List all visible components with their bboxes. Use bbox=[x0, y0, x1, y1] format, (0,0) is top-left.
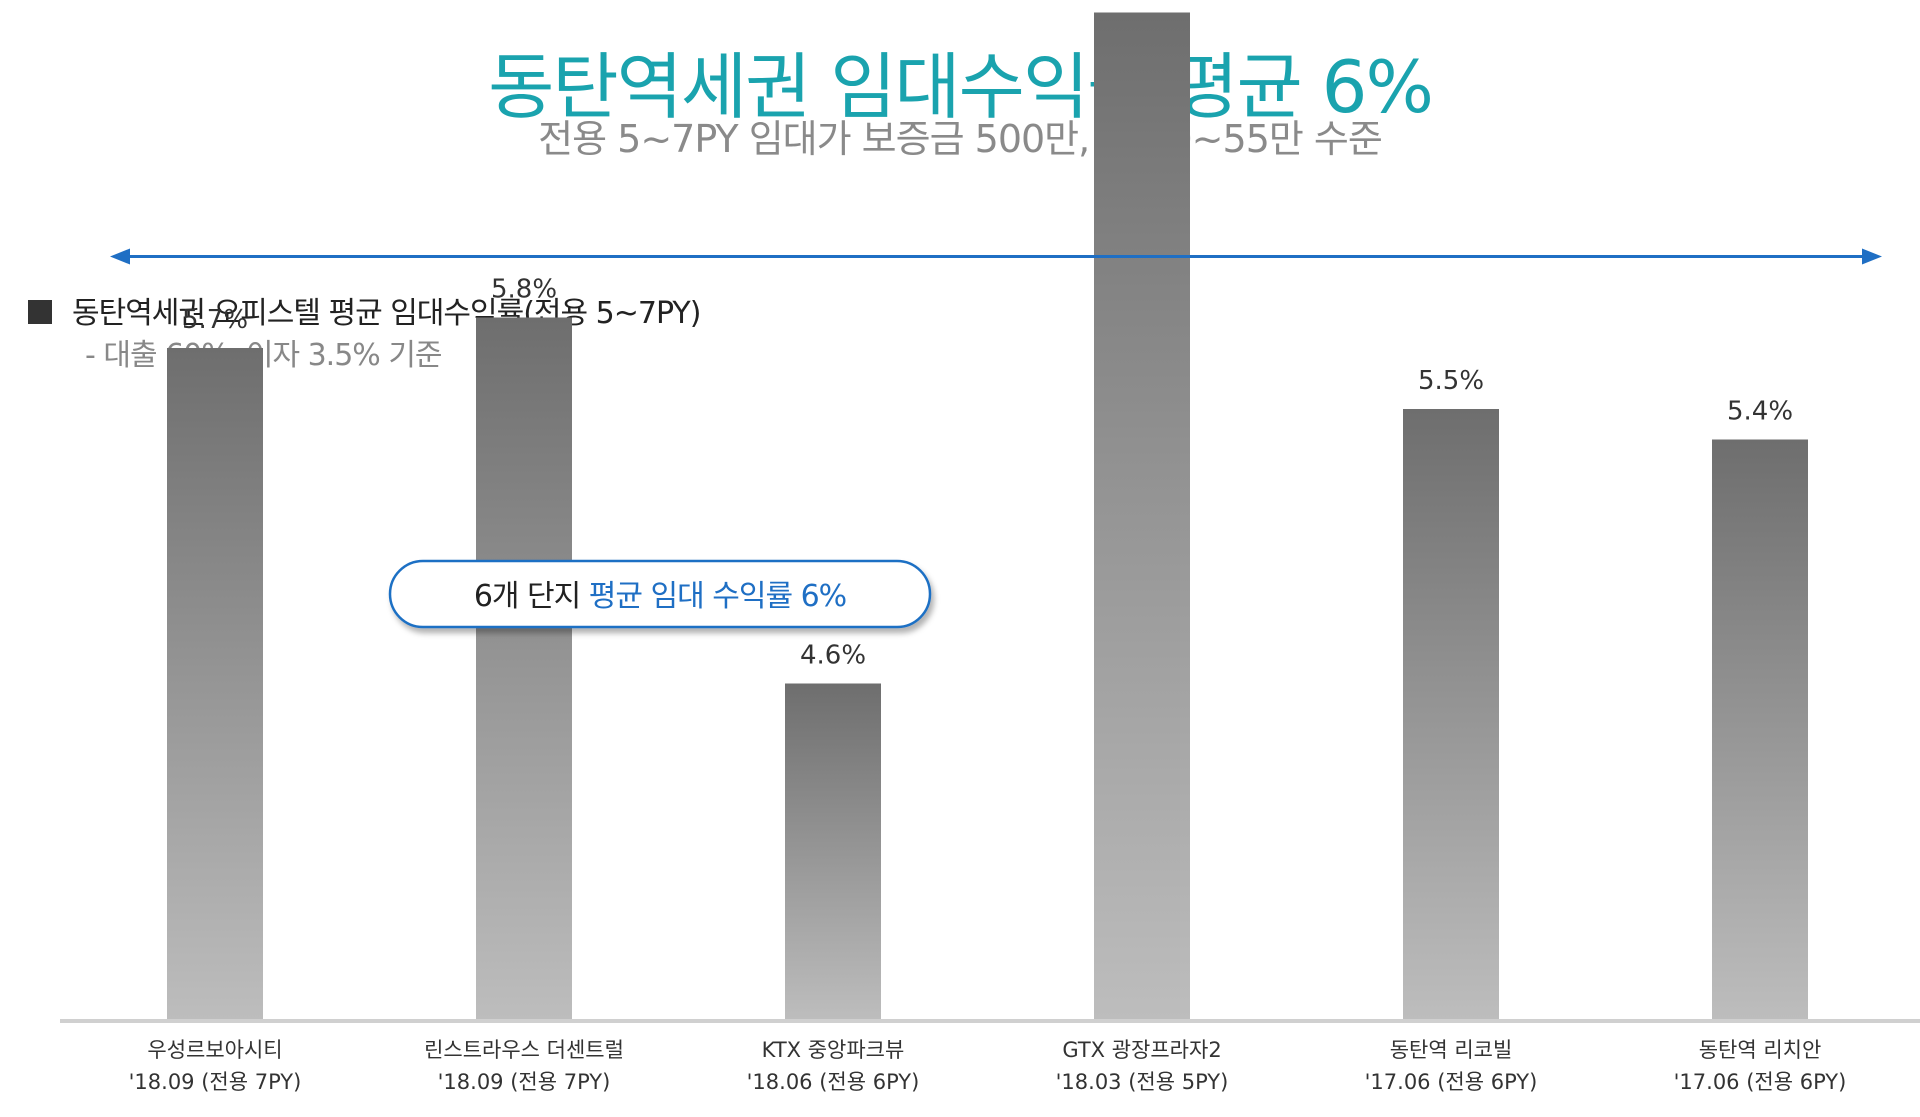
section-heading: 동탄역세권 오피스텔 평균 임대수익률(전용 5~7PY) bbox=[28, 288, 701, 332]
category-sublabel: '17.06 (전용 6PY) bbox=[1674, 1070, 1847, 1094]
bar-value-label: 5.7% bbox=[182, 305, 248, 335]
category-sublabel: '18.09 (전용 7PY) bbox=[438, 1070, 611, 1094]
category-label: 우성르보아시티 bbox=[147, 1038, 282, 1062]
bar bbox=[1403, 409, 1499, 1019]
category-label: KTX 중앙파크뷰 bbox=[762, 1038, 905, 1062]
svg-text:6개 단지 평균 임대 수익률 6%: 6개 단지 평균 임대 수익률 6% bbox=[474, 579, 846, 614]
callout-prefix: 6개 단지 bbox=[474, 579, 589, 614]
bar-value-label: 5.4% bbox=[1727, 397, 1793, 427]
bar-value-label: 4.6% bbox=[800, 641, 866, 671]
callout-highlight: 평균 임대 수익률 6% bbox=[589, 579, 846, 614]
page-title: 동탄역세권 임대수익률 평균 6% bbox=[488, 45, 1434, 129]
category-label: 린스트라우스 더센트럴 bbox=[424, 1038, 624, 1062]
bar bbox=[785, 683, 881, 1019]
bar bbox=[1712, 439, 1808, 1019]
category-label: 동탄역 리치안 bbox=[1699, 1038, 1822, 1062]
category-sublabel: '18.09 (전용 7PY) bbox=[129, 1070, 302, 1094]
category-label: GTX 광장프라자2 bbox=[1062, 1038, 1221, 1062]
bullet-square-icon bbox=[28, 299, 52, 324]
average-callout: 6개 단지 평균 임대 수익률 6% bbox=[388, 559, 932, 629]
page-subtitle: 전용 5~7PY 임대가 보증금 500만, 월 40~55만 수준 bbox=[538, 117, 1383, 161]
category-label: 동탄역 리코빌 bbox=[1390, 1038, 1513, 1062]
category-sublabel: '18.06 (전용 6PY) bbox=[747, 1070, 920, 1094]
bar-value-label: 5.8% bbox=[491, 275, 557, 305]
section-note: - 대출 60%, 이자 3.5% 기준 bbox=[85, 338, 443, 373]
bar-value-label: 5.5% bbox=[1418, 366, 1484, 396]
section-heading-text: 동탄역세권 오피스텔 평균 임대수익률(전용 5~7PY) bbox=[72, 296, 701, 331]
average-line-right-arrow-icon bbox=[1862, 248, 1882, 265]
bar bbox=[476, 317, 572, 1019]
bar bbox=[1094, 12, 1190, 1019]
average-line-left-arrow-icon bbox=[110, 248, 130, 265]
bar bbox=[167, 348, 263, 1019]
category-sublabel: '17.06 (전용 6PY) bbox=[1365, 1070, 1538, 1094]
category-sublabel: '18.03 (전용 5PY) bbox=[1056, 1070, 1229, 1094]
